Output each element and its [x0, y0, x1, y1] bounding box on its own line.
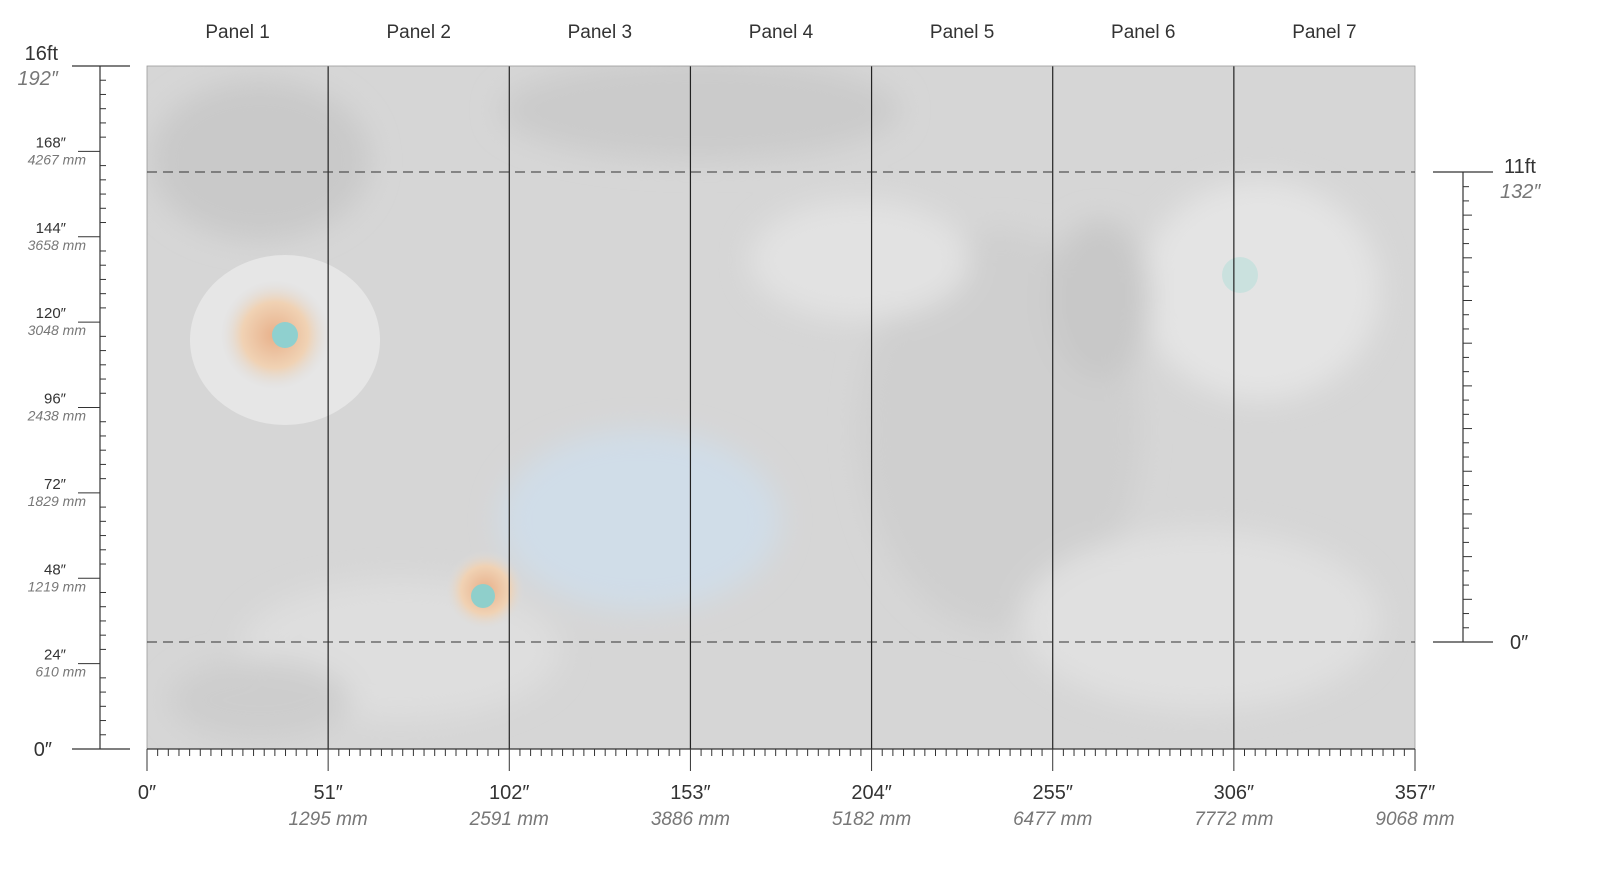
panel-label: Panel 5 — [930, 22, 994, 43]
ruler-inch-label: 0″ — [138, 782, 156, 804]
ruler-mm-label: 1829 mm — [28, 493, 87, 509]
ruler-inch-label: 72″ — [44, 476, 67, 493]
wallpaper-image — [147, 66, 1415, 749]
ruler-inch-label: 0″ — [34, 739, 52, 761]
ruler-mm-label: 6477 mm — [1013, 809, 1092, 830]
ruler-feet-label: 16ft — [25, 43, 59, 65]
ruler-inch-label: 48″ — [44, 561, 67, 578]
ruler-inch-label: 0″ — [1510, 632, 1528, 654]
ruler-mm-label: 2438 mm — [27, 408, 87, 424]
grid-lines — [146, 65, 1416, 750]
ruler-mm-label: 5182 mm — [832, 809, 911, 830]
ruler-inch-label: 357″ — [1395, 782, 1435, 804]
panel-label: Panel 1 — [205, 22, 269, 43]
ruler-inch-label: 51″ — [313, 782, 342, 804]
ruler-feet-label: 11ft — [1504, 156, 1536, 178]
ruler-mm-label: 3886 mm — [651, 809, 730, 830]
ruler-mm-label: 4267 mm — [28, 151, 87, 167]
ruler-mm-label: 610 mm — [35, 664, 86, 680]
ruler-inch-label: 168″ — [36, 134, 67, 151]
ruler-inch-label: 120″ — [36, 305, 67, 322]
ruler-mm-label: 3658 mm — [28, 237, 87, 253]
ruler-inch-label: 192″ — [18, 68, 59, 90]
ruler-mm-label: 1295 mm — [289, 809, 368, 830]
panel-label: Panel 2 — [386, 22, 450, 43]
ruler-inch-label: 153″ — [670, 782, 710, 804]
ruler-inch-label: 144″ — [36, 220, 67, 237]
panel-label: Panel 4 — [749, 22, 814, 43]
ruler-mm-label: 7772 mm — [1194, 809, 1273, 830]
ruler-inch-label: 132″ — [1500, 181, 1541, 203]
ruler-mm-label: 3048 mm — [28, 322, 87, 338]
ruler-mm-label: 9068 mm — [1375, 809, 1454, 830]
ruler-mm-label: 2591 mm — [469, 809, 549, 830]
ruler-inch-label: 255″ — [1032, 782, 1072, 804]
ruler-inch-label: 96″ — [44, 391, 67, 408]
panel-label: Panel 7 — [1292, 22, 1356, 43]
ruler-inch-label: 102″ — [489, 782, 529, 804]
panel-label: Panel 6 — [1111, 22, 1175, 43]
ruler-inch-label: 204″ — [851, 782, 891, 804]
panel-label: Panel 3 — [568, 22, 632, 43]
ruler-mm-label: 1219 mm — [28, 578, 87, 594]
labels-and-rulers: Panel 1 Panel 2 Panel 3 Panel 4 Panel 5 Panel… — [18, 22, 1542, 830]
ruler-inch-label: 306″ — [1214, 782, 1254, 804]
ruler-inch-label: 24″ — [44, 647, 67, 664]
